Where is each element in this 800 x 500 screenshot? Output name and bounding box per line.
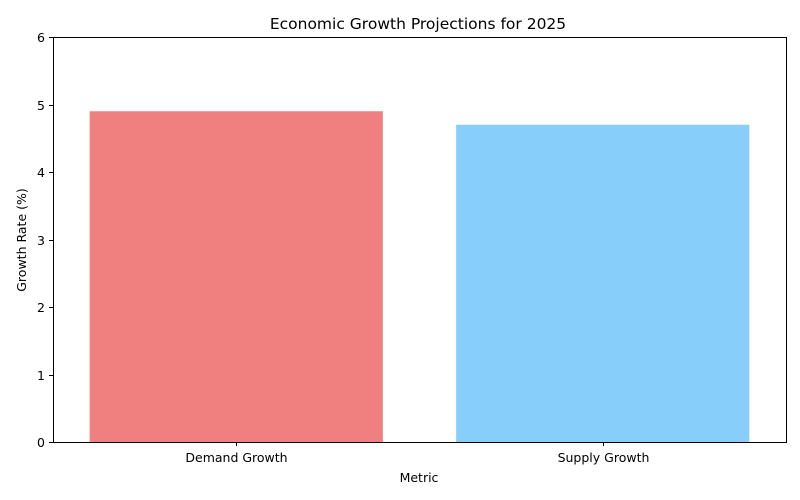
y-tick-label: 6 [37,30,45,45]
x-tick-label: Supply Growth [558,450,650,465]
chart-title: Economic Growth Projections for 2025 [270,15,566,33]
y-tick-label: 0 [37,435,45,450]
y-axis: 0 1 2 3 4 5 6 [37,30,53,450]
y-tick-label: 1 [37,368,45,383]
x-axis-label: Metric [400,470,439,485]
x-tick-label: Demand Growth [185,450,287,465]
x-axis: Demand Growth Supply Growth [185,442,649,465]
y-axis-label: Growth Rate (%) [14,188,29,292]
bar-supply-growth [456,124,750,442]
y-tick-label: 4 [37,165,45,180]
y-tick-label: 3 [37,233,45,248]
plot-area [53,37,787,443]
y-tick-label: 5 [37,98,45,113]
plot-frame [53,37,787,443]
y-tick-label: 2 [37,300,45,315]
bars [89,111,750,442]
bar-demand-growth [89,111,383,442]
